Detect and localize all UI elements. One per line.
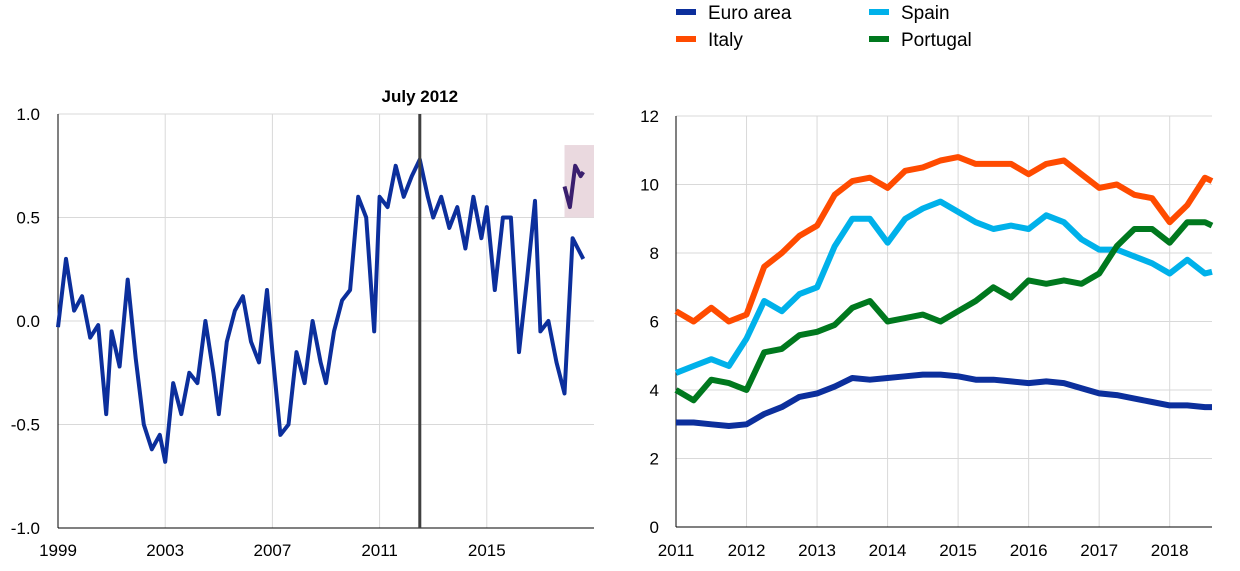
legend-item-italy: Italy	[676, 30, 743, 51]
right-x-tick-label: 2016	[1010, 541, 1048, 560]
legend-label-portugal: Portugal	[901, 30, 972, 51]
series-line-portugal	[674, 219, 1214, 404]
left-y-tick-label: 0.5	[16, 209, 40, 228]
legend-item-spain: Spain	[869, 3, 950, 24]
series-line-euro-area	[676, 371, 1212, 429]
left-y-tick-label: -1.0	[11, 519, 40, 538]
right-x-tick-label: 2011	[658, 541, 695, 560]
left-x-tick-label: 2011	[361, 541, 398, 560]
right-y-tick-label: 4	[650, 381, 659, 400]
series-line-spain	[674, 198, 1213, 376]
left-x-tick-label: 2015	[468, 541, 506, 560]
right-y-tick-label: 0	[650, 518, 659, 537]
right-y-tick-label: 2	[650, 450, 659, 469]
left-x-tick-label: 2007	[253, 541, 291, 560]
legend-label-spain: Spain	[901, 3, 950, 24]
right-x-tick-label: 2015	[939, 541, 977, 560]
legend-label-euro-area: Euro area	[708, 3, 792, 24]
right-chart: 12 10 8 6 4 2 0 2011 2012 2013 2014 2015 2016 2017 201…	[640, 107, 1214, 560]
left-y-tick-label: -0.5	[11, 416, 40, 435]
right-y-tick-label: 12	[640, 107, 659, 126]
right-y-tick-label: 8	[650, 244, 659, 263]
left-x-tick-label: 1999	[39, 541, 77, 560]
left-series-line-0	[56, 157, 586, 464]
legend-item-portugal: Portugal	[869, 30, 972, 51]
left-y-tick-label: 1.0	[16, 105, 40, 124]
legend: Euro area Italy Spain Portugal	[676, 3, 972, 51]
right-x-tick-label: 2017	[1080, 541, 1118, 560]
left-y-tick-label: 0.0	[16, 312, 40, 331]
right-x-tick-label: 2012	[728, 541, 766, 560]
july-2012-annotation: July 2012	[382, 87, 459, 106]
series-line-italy	[674, 154, 1214, 325]
right-x-tick-label: 2018	[1151, 541, 1189, 560]
legend-label-italy: Italy	[708, 30, 743, 51]
left-chart: 1.0 0.5 0.0 -0.5 -1.0 1999 2003 2007 2011 2015 Jul…	[11, 87, 594, 560]
right-x-tick-label: 2014	[869, 541, 907, 560]
right-y-tick-label: 10	[640, 176, 659, 195]
left-series-line-1	[562, 163, 585, 210]
right-y-tick-label: 6	[650, 313, 659, 332]
right-x-tick-label: 2013	[798, 541, 836, 560]
legend-item-euro-area: Euro area	[676, 3, 792, 24]
left-x-tick-label: 2003	[146, 541, 184, 560]
